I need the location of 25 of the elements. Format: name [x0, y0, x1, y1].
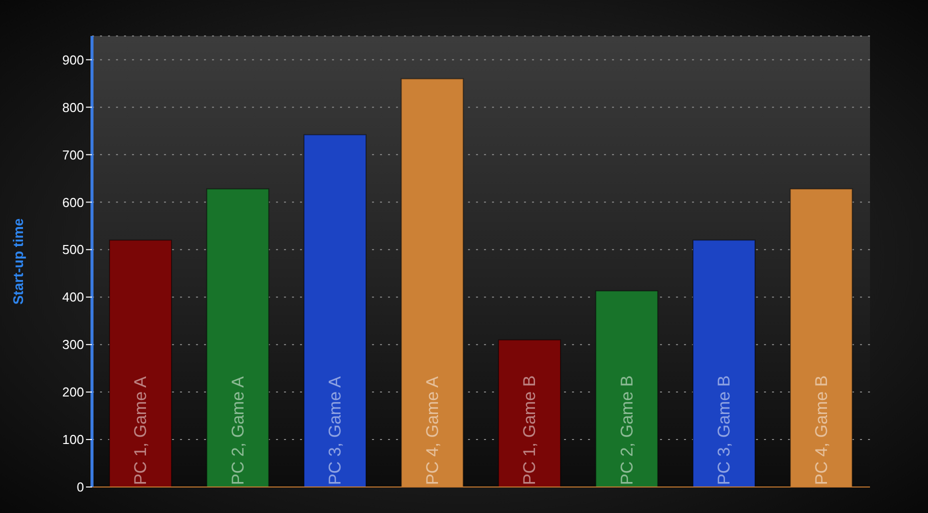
y-axis-title: Start-up time [10, 218, 26, 305]
x-tick-label: PC 1, Game B [520, 375, 540, 485]
y-tick-label: 700 [62, 147, 84, 162]
bar [206, 188, 270, 487]
bar [595, 290, 658, 487]
y-tick-label: 800 [62, 100, 84, 115]
bar [498, 339, 562, 487]
y-tick-label: 200 [62, 384, 84, 400]
x-tick-label: PC 4, Game A [422, 376, 442, 485]
bar [692, 240, 756, 487]
bar [109, 240, 172, 487]
bar [304, 134, 367, 487]
x-tick-label: PC 3, Game B [714, 375, 734, 485]
y-tick-label: 600 [62, 194, 84, 210]
x-tick-label: PC 4, Game B [812, 375, 831, 485]
x-tick-label: PC 2, Game B [617, 375, 636, 485]
x-tick-label: PC 2, Game A [228, 376, 248, 485]
x-tick-label: PC 1, Game A [131, 376, 150, 485]
y-tick-label: 900 [62, 52, 84, 68]
y-tick-label: 500 [62, 242, 84, 258]
y-tick-label: 100 [62, 432, 84, 448]
y-tick-label: 400 [62, 290, 84, 305]
x-tick-label: PC 3, Game A [326, 376, 345, 485]
y-tick-label: 300 [62, 337, 84, 352]
y-tick-label: 0 [76, 480, 84, 495]
